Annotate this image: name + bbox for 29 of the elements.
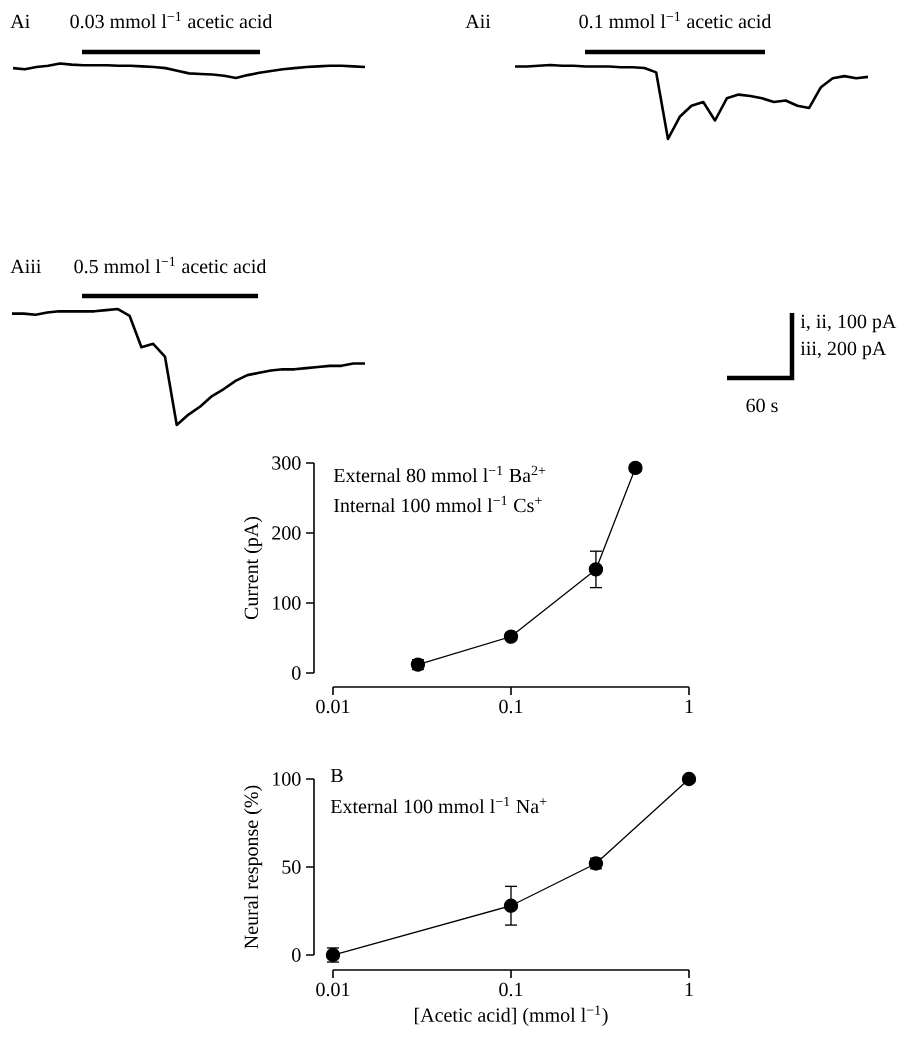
text: 0.03 mmol l$^{−1}$ acetic acid <box>70 11 273 29</box>
text: iii, 200 pA <box>800 341 887 360</box>
y-tick-label: 0 <box>292 948 301 962</box>
y-tick-label: 300 <box>272 456 301 470</box>
y-axis-title: Neural response (%) <box>244 785 263 949</box>
y-tick-label: 100 <box>273 772 301 786</box>
x-tick-label: 1 <box>685 982 693 996</box>
y-tick-label: 0 <box>292 666 301 680</box>
text: 0.1 mmol l$^{−1}$ acetic acid <box>579 11 772 29</box>
x-tick-label: 1 <box>685 699 693 713</box>
chart-title: Ai <box>10 14 30 28</box>
x-axis-title: [Acetic acid] (mmol l$^{−1}$) <box>415 1005 608 1026</box>
text: 0.5 mmol l$^{−1}$ acetic acid <box>74 256 267 274</box>
x-tick-label: 0.01 <box>316 699 350 714</box>
annotation: Internal 100 mmol l$^{−1}$ Cs$^{+}$ <box>334 495 542 513</box>
x-tick-label: 0.1 <box>499 699 523 714</box>
text: i, ii, 100 pA <box>800 314 897 333</box>
chart-title: Aii <box>465 14 491 28</box>
x-tick-label: 0.1 <box>499 982 523 997</box>
annotation: External 80 mmol l$^{−1}$ Ba$^{2+}$ <box>333 465 546 483</box>
chart-title: Aiii <box>10 259 41 273</box>
chart-title: B <box>330 768 343 783</box>
x-tick-label: 0.01 <box>316 982 350 997</box>
annotation: External 100 mmol l$^{−1}$ Na$^{+}$ <box>330 796 547 814</box>
text: 60 s <box>746 398 778 413</box>
y-tick-label: 50 <box>282 860 301 874</box>
y-axis-title: Current (pA) <box>244 516 263 620</box>
y-tick-label: 100 <box>273 596 301 610</box>
y-tick-label: 200 <box>272 526 301 540</box>
